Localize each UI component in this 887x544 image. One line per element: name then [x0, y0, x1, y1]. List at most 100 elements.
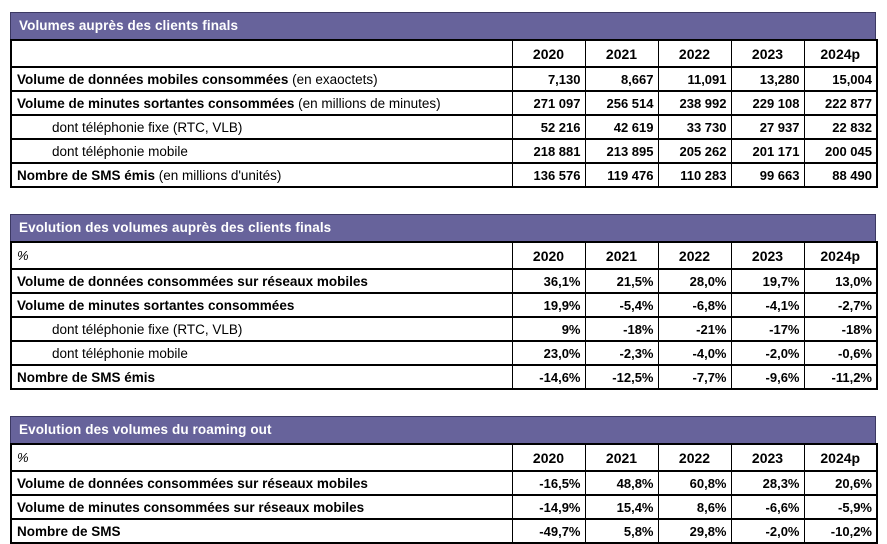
value-cell: -18%	[584, 316, 659, 342]
year-header-row: % 2020 2021 2022 2023 2024p	[10, 443, 878, 472]
value-cell: 15,004	[803, 66, 878, 92]
table-row: dont téléphonie mobile 23,0% -2,3% -4,0% -2,…	[10, 340, 878, 366]
value-cell: 8,6%	[657, 494, 732, 520]
value-cell: 88 490	[803, 162, 878, 188]
value-cell: 9%	[511, 316, 586, 342]
value-cell: 13,280	[730, 66, 805, 92]
value-cell: -4,1%	[730, 292, 805, 318]
value-cell: 99 663	[730, 162, 805, 188]
value-cell: 5,8%	[584, 518, 659, 544]
year-header: 2022	[657, 241, 732, 270]
table-row: Volume de minutes sortantes consommées 19…	[10, 292, 878, 318]
value-cell: 42 619	[584, 114, 659, 140]
year-header: 2020	[511, 443, 586, 472]
table-row: Volume de données mobiles consommées (en…	[10, 66, 878, 92]
table-row: Volume de données consommées sur réseaux…	[10, 470, 878, 496]
value-cell: 205 262	[657, 138, 732, 164]
year-header: 2024p	[803, 443, 878, 472]
row-label: Volume de minutes sortantes consommées	[17, 95, 295, 111]
row-label-cell: Volume de données mobiles consommées (en…	[10, 66, 513, 92]
tables-container: Volumes auprès des clients finals 2020 202…	[10, 12, 878, 544]
value-cell: 33 730	[657, 114, 732, 140]
value-cell: -18%	[803, 316, 878, 342]
value-cell: 22 832	[803, 114, 878, 140]
row-label-cell: Volume de minutes consommées sur réseaux…	[10, 494, 513, 520]
row-label-cell: Nombre de SMS	[10, 518, 513, 544]
value-cell: -17%	[730, 316, 805, 342]
table-row: dont téléphonie fixe (RTC, VLB) 9% -18% -21…	[10, 316, 878, 342]
row-label-cell: Nombre de SMS émis (en millions d'unités…	[10, 162, 513, 188]
year-header-row: % 2020 2021 2022 2023 2024p	[10, 241, 878, 270]
stats-table-block-1: Volumes auprès des clients finals 2020 202…	[10, 12, 878, 188]
value-cell: 218 881	[511, 138, 586, 164]
row-label: Volume de données consommées sur réseaux…	[17, 475, 368, 491]
value-cell: 238 992	[657, 90, 732, 116]
value-cell: -9,6%	[730, 364, 805, 390]
row-label: Volume de minutes sortantes consommées	[17, 297, 295, 313]
value-cell: -2,3%	[584, 340, 659, 366]
value-cell: 23,0%	[511, 340, 586, 366]
value-cell: -14,9%	[511, 494, 586, 520]
table-row: Nombre de SMS émis (en millions d'unités…	[10, 162, 878, 188]
value-cell: -6,6%	[730, 494, 805, 520]
value-cell: 136 576	[511, 162, 586, 188]
row-label-cell: dont téléphonie mobile	[10, 340, 513, 366]
table-row: Nombre de SMS émis -14,6% -12,5% -7,7% -9,6%…	[10, 364, 878, 390]
unit-label-cell: %	[10, 241, 513, 270]
row-label: dont téléphonie fixe (RTC, VLB)	[52, 119, 243, 135]
year-header: 2023	[730, 443, 805, 472]
value-cell: 60,8%	[657, 470, 732, 496]
table-title-bar: Evolution des volumes auprès des clients…	[10, 214, 876, 241]
table-title-bar: Volumes auprès des clients finals	[10, 12, 876, 39]
value-cell: -5,4%	[584, 292, 659, 318]
year-header: 2021	[584, 443, 659, 472]
year-header: 2022	[657, 39, 732, 68]
value-cell: 29,8%	[657, 518, 732, 544]
table-row: Nombre de SMS -49,7% 5,8% 29,8% -2,0% -10,2%	[10, 518, 878, 544]
value-cell: -7,7%	[657, 364, 732, 390]
row-label-cell: Volume de minutes sortantes consommées (…	[10, 90, 513, 116]
value-cell: -2,0%	[730, 340, 805, 366]
value-cell: 11,091	[657, 66, 732, 92]
value-cell: 8,667	[584, 66, 659, 92]
value-cell: 28,0%	[657, 268, 732, 294]
year-header: 2024p	[803, 241, 878, 270]
table-row: Volume de minutes sortantes consommées (…	[10, 90, 878, 116]
value-cell: 271 097	[511, 90, 586, 116]
value-cell: 28,3%	[730, 470, 805, 496]
value-cell: 21,5%	[584, 268, 659, 294]
year-header: 2021	[584, 39, 659, 68]
value-cell: 48,8%	[584, 470, 659, 496]
table-row: Volume de minutes consommées sur réseaux…	[10, 494, 878, 520]
value-cell: -0,6%	[803, 340, 878, 366]
row-label-unit-suffix: (en millions d'unités)	[155, 167, 282, 183]
table-row: dont téléphonie mobile 218 881 213 895 205 …	[10, 138, 878, 164]
value-cell: 119 476	[584, 162, 659, 188]
unit-label-cell	[10, 39, 513, 68]
value-cell: 7,130	[511, 66, 586, 92]
row-label-cell: Volume de données consommées sur réseaux…	[10, 268, 513, 294]
row-label-cell: Volume de données consommées sur réseaux…	[10, 470, 513, 496]
row-label-unit-suffix: (en millions de minutes)	[294, 95, 441, 111]
value-cell: -6,8%	[657, 292, 732, 318]
value-cell: 52 216	[511, 114, 586, 140]
value-cell: -2,7%	[803, 292, 878, 318]
value-cell: 201 171	[730, 138, 805, 164]
stats-table-block-2: Evolution des volumes auprès des clients…	[10, 214, 878, 390]
year-header: 2023	[730, 39, 805, 68]
stats-table-block-3: Evolution des volumes du roaming out% 202…	[10, 416, 878, 544]
row-label-unit-suffix: (en exaoctets)	[288, 71, 378, 87]
year-header-row: 2020 2021 2022 2023 2024p	[10, 39, 878, 68]
value-cell: 13,0%	[803, 268, 878, 294]
value-cell: -11,2%	[803, 364, 878, 390]
table-row: dont téléphonie fixe (RTC, VLB) 52 216 42 …	[10, 114, 878, 140]
year-header: 2020	[511, 39, 586, 68]
value-cell: 15,4%	[584, 494, 659, 520]
value-cell: -4,0%	[657, 340, 732, 366]
row-label: Nombre de SMS émis	[17, 369, 156, 385]
row-label: Volume de données consommées sur réseaux…	[17, 273, 368, 289]
row-label-cell: dont téléphonie mobile	[10, 138, 513, 164]
year-header: 2023	[730, 241, 805, 270]
value-cell: -10,2%	[803, 518, 878, 544]
